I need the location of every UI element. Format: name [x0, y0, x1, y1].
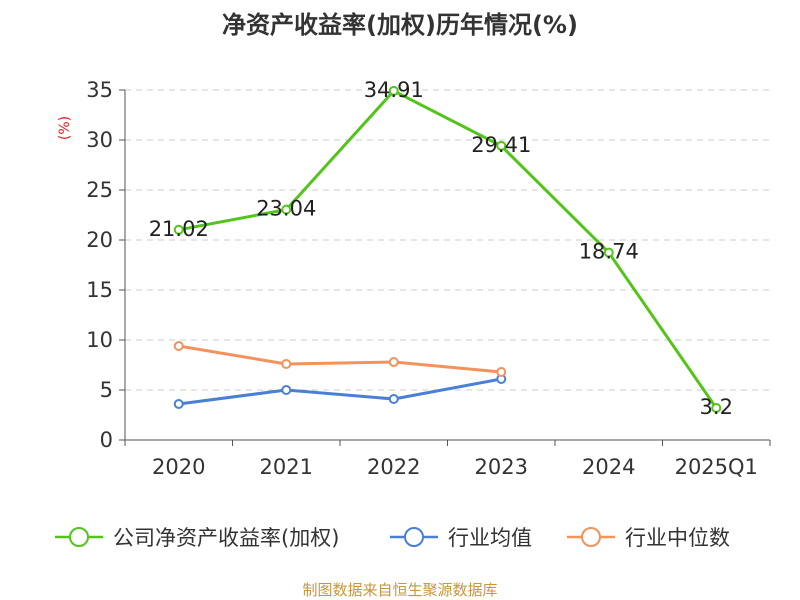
x-tick-label: 2022	[367, 455, 420, 479]
series-point-1	[173, 399, 184, 409]
y-tick-label: 15	[86, 278, 113, 302]
source-note: 制图数据来自恒生聚源数据库	[302, 581, 497, 599]
data-label: 18.74	[579, 240, 639, 264]
axes: 0 5 10 15 20 25 30 35 2020 2021 2022 2023 2024 2025Q1	[86, 78, 771, 479]
data-label: 29.41	[471, 133, 531, 157]
series-layer	[173, 85, 722, 413]
series-point-2	[496, 367, 507, 377]
data-label: 21.02	[149, 217, 209, 241]
series-line-0	[178, 89, 718, 409]
series-point-0	[173, 224, 184, 235]
series-line-1	[178, 377, 502, 406]
x-tick-label: 2020	[152, 455, 205, 479]
legend-item-1[interactable]: 行业均值	[390, 526, 532, 550]
data-label: 3.2	[700, 395, 733, 419]
data-label: 34.91	[364, 78, 424, 102]
legend: 公司净资产收益率(加权) 行业均值 行业中位数	[55, 526, 730, 550]
series-point-2	[173, 341, 184, 351]
series-point-2	[281, 359, 292, 369]
series-point-0	[603, 247, 614, 258]
x-tick-label: 2024	[582, 455, 635, 479]
legend-label: 行业中位数	[625, 526, 730, 550]
y-axis-label: (%)	[57, 116, 73, 140]
legend-marker	[69, 527, 89, 547]
series-point-0	[496, 140, 507, 151]
x-tick-label: 2021	[260, 455, 313, 479]
y-tick-label: 25	[86, 178, 113, 202]
y-tick-label: 10	[86, 328, 113, 352]
legend-label: 行业均值	[448, 526, 532, 550]
y-tick-label: 30	[86, 128, 113, 152]
series-line-2	[178, 344, 502, 374]
series-point-0	[281, 204, 292, 215]
chart-title: 净资产收益率(加权)历年情况(%)	[222, 11, 578, 39]
series-point-1	[388, 394, 399, 404]
legend-item-0[interactable]: 公司净资产收益率(加权)	[55, 526, 339, 550]
x-tick-label: 2025Q1	[675, 455, 758, 479]
y-tick-label: 5	[100, 378, 113, 402]
series-point-2	[388, 357, 399, 367]
series-point-0	[388, 85, 399, 96]
legend-item-2[interactable]: 行业中位数	[567, 526, 730, 550]
y-tick-label: 20	[86, 228, 113, 252]
series-point-0	[711, 403, 722, 413]
y-tick-label: 35	[86, 78, 113, 102]
series-point-1	[281, 385, 292, 395]
data-label: 23.04	[256, 197, 316, 221]
x-tick-label: 2023	[475, 455, 528, 479]
legend-marker	[581, 527, 601, 547]
legend-label: 公司净资产收益率(加权)	[113, 526, 339, 550]
legend-marker	[404, 527, 424, 547]
y-tick-label: 0	[100, 428, 113, 452]
data-labels: 21.02 23.04 34.91 29.41 18.74 3.2	[149, 78, 733, 419]
